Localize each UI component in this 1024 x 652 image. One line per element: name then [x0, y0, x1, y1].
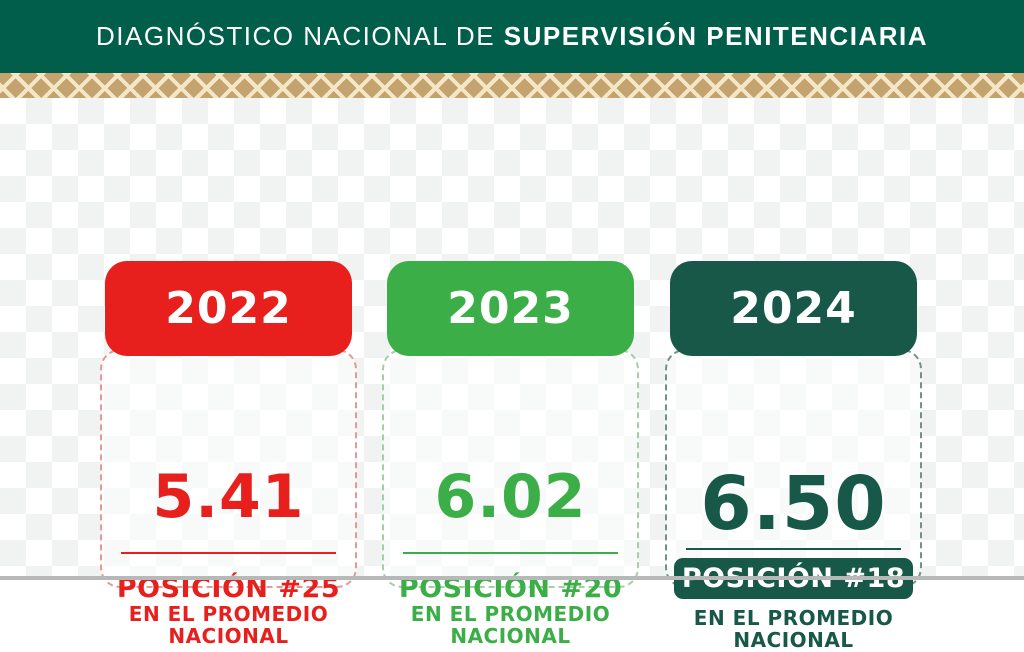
score-value: 6.02	[434, 462, 587, 532]
score-value: 6.50	[700, 461, 887, 547]
year-card-2023: 6.02 POSICIÓN #20 EN EL PROMEDIO NACIONA…	[382, 261, 639, 647]
subtitle-line-1: EN EL PROMEDIO	[693, 606, 894, 630]
position-subtitle: EN EL PROMEDIO NACIONAL	[384, 603, 637, 647]
title-bar: DIAGNÓSTICO NACIONAL DE SUPERVISIÓN PENI…	[0, 0, 1024, 73]
score-value: 5.41	[152, 462, 305, 532]
page-title-bold: SUPERVISIÓN PENITENCIARIA	[503, 21, 928, 51]
score-divider-line	[403, 552, 618, 554]
year-header: 2023	[387, 261, 634, 356]
position-subtitle: EN EL PROMEDIO NACIONAL	[102, 603, 355, 647]
year-header: 2022	[105, 261, 352, 356]
card-dashed-body: 6.50 POSICIÓN #18 EN EL PROMEDIO NACIONA…	[665, 349, 922, 651]
position-subtitle: EN EL PROMEDIO NACIONAL	[667, 607, 920, 651]
score-divider-line	[121, 552, 336, 554]
year-card-2022: 5.41 POSICIÓN #25 EN EL PROMEDIO NACIONA…	[100, 261, 357, 647]
slide-background-pattern: 5.41 POSICIÓN #25 EN EL PROMEDIO NACIONA…	[0, 98, 1024, 651]
year-header: 2024	[670, 261, 917, 356]
card-dashed-body: 6.02 POSICIÓN #20 EN EL PROMEDIO NACIONA…	[382, 349, 639, 647]
decorative-woven-border	[0, 73, 1024, 98]
card-dashed-body: 5.41 POSICIÓN #25 EN EL PROMEDIO NACIONA…	[100, 349, 357, 647]
subtitle-line-1: EN EL PROMEDIO	[128, 602, 329, 626]
page-title-regular: DIAGNÓSTICO NACIONAL DE	[96, 21, 504, 51]
subtitle-line-2: NACIONAL	[168, 624, 289, 648]
subtitle-line-1: EN EL PROMEDIO	[410, 602, 611, 626]
subtitle-line-2: NACIONAL	[450, 624, 571, 648]
year-card-2024: 6.50 POSICIÓN #18 EN EL PROMEDIO NACIONA…	[665, 261, 922, 651]
slide-bottom-edge	[0, 576, 1024, 580]
subtitle-line-2: NACIONAL	[733, 628, 854, 652]
score-divider-line	[686, 548, 901, 550]
